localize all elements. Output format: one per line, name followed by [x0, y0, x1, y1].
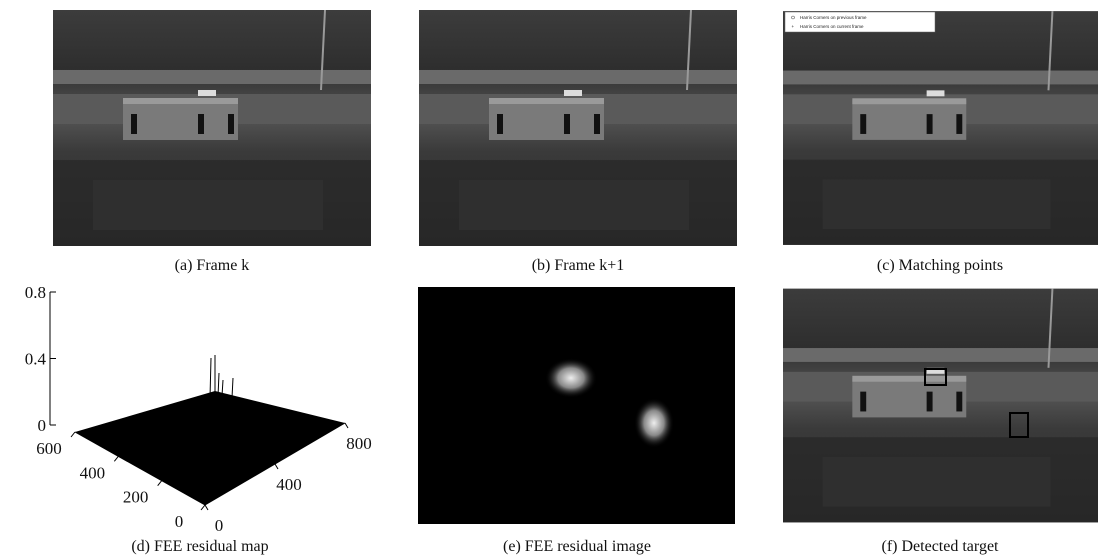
caption: (c) Matching points	[877, 257, 1003, 274]
x-tick-label: 0	[215, 516, 224, 535]
y-tick-label: 200	[123, 488, 149, 507]
y-tick	[71, 432, 75, 437]
legend-entry: Harris Corners on current frame	[800, 24, 864, 29]
figure: Harris Corners on previous frame Harris …	[0, 0, 1098, 557]
y-tick-label: 600	[36, 439, 62, 458]
z-tick-label: 0	[38, 416, 47, 435]
frame-image	[53, 10, 371, 246]
residual-blob	[545, 358, 597, 398]
legend-entry: Harris Corners on previous frame	[800, 15, 867, 20]
frame-image	[783, 11, 1098, 245]
page: Harris Corners on previous frame Harris …	[0, 0, 1098, 557]
x-tick	[275, 464, 278, 469]
y-tick-label: 0	[175, 512, 184, 531]
caption: (e) FEE residual image	[503, 538, 651, 555]
caption: (a) Frame k	[175, 257, 250, 274]
caption: (f) Detected target	[882, 538, 1000, 555]
caption: (b) Frame k+1	[532, 257, 625, 274]
x-tick	[205, 505, 208, 510]
surface	[75, 391, 345, 505]
y-tick	[201, 505, 205, 510]
y-tick-label: 400	[80, 463, 106, 482]
frame-image	[419, 10, 737, 246]
surface-plot: 0 0.4 0.8 0 400 800 0 200 400 600	[25, 283, 372, 535]
x-tick-label: 800	[346, 434, 372, 453]
frame-image	[783, 289, 1098, 523]
x-tick	[345, 423, 348, 428]
z-tick-label: 0.4	[25, 350, 47, 369]
z-tick-label: 0.8	[25, 283, 46, 302]
y-tick	[158, 481, 162, 486]
residual-image	[418, 287, 735, 524]
caption: (d) FEE residual map	[131, 538, 268, 555]
x-tick-label: 400	[276, 475, 302, 494]
legend-marker: +	[792, 24, 795, 29]
y-tick	[114, 456, 118, 461]
residual-blob	[634, 398, 674, 448]
